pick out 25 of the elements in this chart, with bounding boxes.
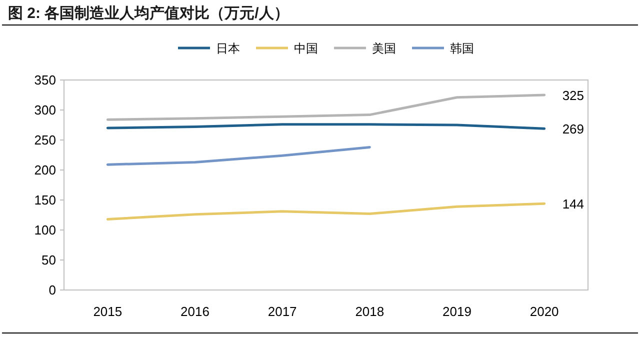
x-tick-label: 2018	[355, 304, 384, 319]
x-tick-label: 2017	[268, 304, 297, 319]
line-series	[106, 146, 371, 166]
legend-label: 韩国	[450, 42, 474, 56]
x-tick-label: 2019	[442, 304, 472, 319]
y-tick-label: 250	[34, 132, 56, 148]
data-label: 325	[562, 88, 584, 103]
x-tick-label: 2020	[530, 304, 559, 319]
y-tick-label: 200	[34, 162, 56, 178]
x-tick-label: 2016	[180, 304, 210, 319]
y-tick-label: 100	[34, 222, 56, 238]
legend-label: 中国	[294, 42, 318, 56]
legend-label: 日本	[216, 42, 240, 56]
legend-label: 美国	[372, 42, 396, 56]
line-series	[106, 94, 546, 121]
line-series	[106, 202, 546, 220]
y-tick-label: 150	[34, 192, 56, 208]
y-tick-label: 0	[48, 282, 56, 298]
y-tick-label: 350	[34, 72, 56, 88]
data-label: 144	[562, 196, 584, 212]
x-tick-label: 2015	[93, 304, 122, 319]
data-label: 269	[562, 122, 584, 137]
y-tick-label: 300	[34, 102, 56, 118]
chart-title: 图 2: 各国制造业人均产值对比（万元/人）	[8, 5, 289, 22]
y-tick-label: 50	[42, 252, 56, 268]
